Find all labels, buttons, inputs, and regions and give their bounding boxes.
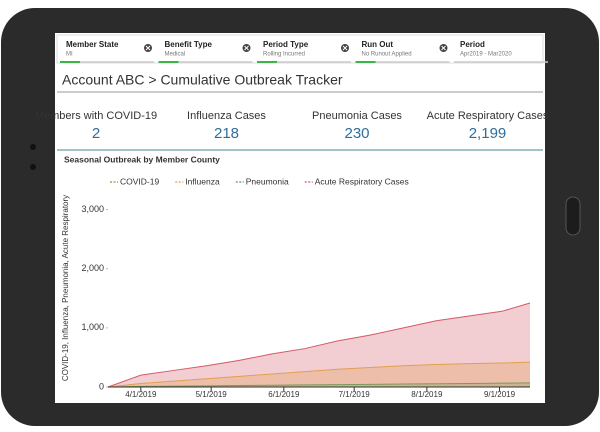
filter-value: Medical (165, 52, 186, 58)
legend-label: Pneumonia (246, 176, 289, 186)
kpi-value: 230 (344, 125, 370, 142)
filter[interactable]: Period Type Rolling Incurred (257, 40, 351, 63)
chart-title: Seasonal Outbreak by Member County (64, 154, 220, 164)
y-axis-label: COVID-19, Influenza, Pneumonia, Acute Re… (61, 195, 70, 381)
y-tick-label: 3,000 (81, 204, 104, 214)
x-tick-label: 6/1/2019 (268, 390, 300, 399)
filter[interactable]: Period Apr2019 - Mar2020 (454, 40, 548, 63)
legend-label: Influenza (185, 176, 220, 186)
kpi-value: 2,199 (468, 125, 507, 142)
filter-label: Benefit Type (165, 40, 213, 49)
area-line (107, 302, 531, 388)
area (108, 303, 530, 387)
y-tick-label: 1,000 (81, 322, 104, 332)
area-line (107, 361, 531, 388)
x-tick-label: 4/1/2019 (125, 390, 157, 399)
filter-label: Period Type (263, 40, 309, 49)
filter-value: Apr2019 - Mar2020 (460, 52, 512, 58)
kpi-label: Acute Respiratory Cases (426, 110, 549, 122)
kpi: Members with COVID-19 2 (34, 97, 158, 142)
kpi: Influenza Cases 218 (165, 97, 289, 142)
camera (30, 144, 36, 150)
clear-icon (342, 45, 348, 51)
kpi-value: 2 (91, 125, 101, 142)
clear-icon (441, 45, 446, 51)
x-tick-label: 8/1/2019 (411, 390, 443, 399)
filter[interactable]: Benefit Type Medical (158, 40, 253, 63)
filter-label: Run Out (362, 40, 394, 49)
clear-icon (244, 45, 249, 51)
clear-icon (145, 45, 151, 51)
x-tick-label: 9/1/2019 (484, 390, 516, 399)
filter-bar (56, 34, 544, 64)
y-tick-label: 2,000 (81, 263, 104, 273)
area-line (107, 382, 531, 388)
kpi: Acute Respiratory Cases 2,199 (426, 97, 550, 142)
x-tick-label: 5/1/2019 (196, 390, 228, 399)
sensor (30, 164, 36, 170)
kpi-label: Members with COVID-19 (34, 110, 158, 122)
screen (55, 33, 545, 403)
filter-label: Member State (66, 40, 119, 49)
filter-value: No Runout Applied (362, 52, 412, 58)
filter[interactable]: Run Out No Runout Applied (355, 40, 450, 63)
x-tick-label: 7/1/2019 (339, 390, 371, 399)
page-title: Account ABC > Cumulative Outbreak Tracke… (62, 72, 343, 88)
filter[interactable]: Member State MI (60, 40, 154, 63)
kpi-label: Pneumonia Cases (312, 110, 402, 122)
y-tick-label: 0 (99, 381, 104, 391)
area (108, 362, 530, 387)
legend-label: Acute Respiratory Cases (315, 176, 409, 186)
kpi-label: Influenza Cases (187, 110, 266, 122)
home-button[interactable] (565, 196, 581, 236)
filter-label: Period (460, 40, 485, 49)
filter-value: Rolling Incurred (263, 52, 305, 58)
kpi-value: 218 (213, 125, 240, 142)
legend-label: COVID-19 (120, 176, 159, 186)
kpi: Pneumonia Cases 230 (295, 97, 419, 142)
filter-value: MI (66, 52, 73, 58)
